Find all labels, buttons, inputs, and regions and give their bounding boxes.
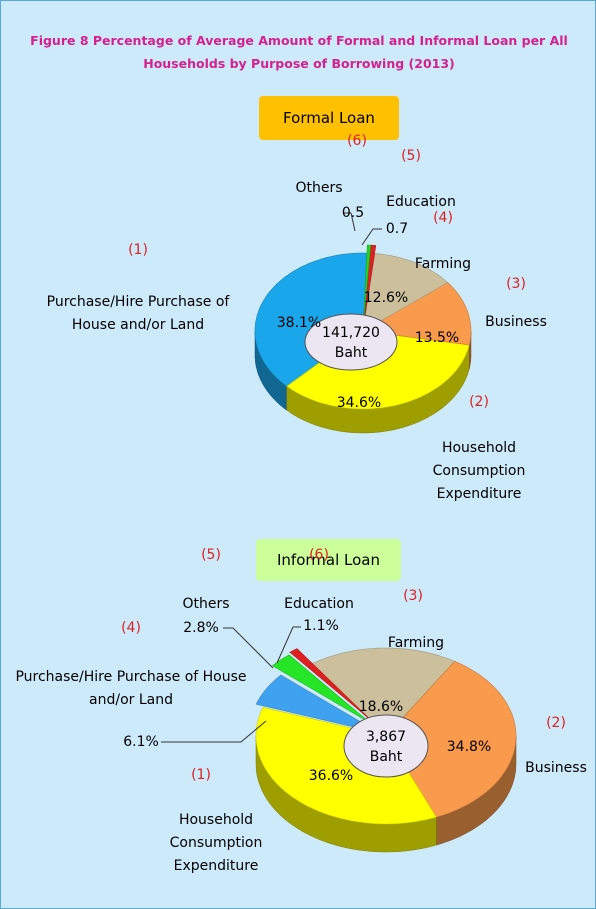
category-name: Purchase/Hire Purchase of House and/or L… xyxy=(46,294,230,333)
slice-top xyxy=(255,707,437,825)
value-label: 0.7 xyxy=(385,221,409,237)
category-name: Business xyxy=(485,314,547,330)
category-number: (3) xyxy=(403,588,423,604)
category-number: (1) xyxy=(128,242,148,258)
slice-top xyxy=(363,244,372,324)
category-number: (2) xyxy=(546,715,566,731)
pie-slice xyxy=(286,330,470,434)
slice-top xyxy=(255,674,380,734)
pie-slice xyxy=(362,253,449,332)
pie-slice xyxy=(254,252,368,411)
leader-line xyxy=(344,212,356,232)
slice-top xyxy=(254,252,368,387)
pie-slice xyxy=(255,707,437,853)
pie-slice xyxy=(271,654,371,724)
center-unit: Baht xyxy=(335,345,368,361)
slice-top xyxy=(363,244,377,324)
value-label: 0.5 xyxy=(341,205,365,221)
value-label: 34.6% xyxy=(336,395,382,411)
pie-slice xyxy=(310,647,456,737)
slice-top xyxy=(385,660,517,818)
category-name: Purchase/Hire Purchase of House and/or L… xyxy=(15,669,247,708)
category-number: (5) xyxy=(401,148,421,164)
category-name: Education xyxy=(386,194,456,210)
category-number: (6) xyxy=(309,547,329,563)
slice-top xyxy=(286,330,470,410)
value-label: 12.6% xyxy=(363,290,409,306)
value-label: 6.1% xyxy=(123,734,159,750)
slice-top xyxy=(289,648,372,721)
category-name: Farming xyxy=(414,256,472,272)
leader-line xyxy=(161,720,267,743)
category-number: (5) xyxy=(201,547,221,563)
value-label: 36.6% xyxy=(308,768,354,784)
center-badge xyxy=(343,714,429,778)
category-name: Others xyxy=(182,596,230,612)
category-number: (6) xyxy=(347,133,367,149)
leader-line xyxy=(276,626,301,664)
category-number: (2) xyxy=(469,394,489,410)
value-label: 18.6% xyxy=(358,699,404,715)
category-name: Farming xyxy=(387,635,445,651)
leader-line xyxy=(223,627,274,669)
category-name: Business xyxy=(525,760,587,776)
value-label: 1.1% xyxy=(303,618,339,634)
category-number: (4) xyxy=(121,620,141,636)
pie-slice xyxy=(289,648,372,721)
category-number: (3) xyxy=(506,276,526,292)
center-value: 141,720 xyxy=(322,325,380,341)
pie-slice xyxy=(363,244,372,324)
slice-top xyxy=(271,654,371,724)
slice-top xyxy=(310,647,456,737)
center-value: 3,867 xyxy=(366,729,406,745)
category-name: Household Consumption Expenditure xyxy=(169,812,263,874)
value-label: 34.8% xyxy=(446,739,492,755)
value-label: 38.1% xyxy=(276,315,322,331)
category-name: Household Consumption Expenditure xyxy=(432,440,526,502)
leader-line xyxy=(361,228,382,246)
category-name: Education xyxy=(284,596,354,612)
category-number: (1) xyxy=(191,767,211,783)
slice-top xyxy=(362,253,449,332)
center-badge xyxy=(304,313,398,371)
pie-slice xyxy=(363,244,377,324)
pie-slice xyxy=(255,674,380,734)
chart-heading: Formal Loan xyxy=(259,96,399,140)
figure-title: Figure 8 Percentage of Average Amount of… xyxy=(30,33,568,71)
chart-heading: Informal Loan xyxy=(256,539,401,581)
value-label: 2.8% xyxy=(183,620,219,636)
value-label: 13.5% xyxy=(414,330,460,346)
center-unit: Baht xyxy=(370,749,403,765)
category-name: Others xyxy=(295,180,343,196)
category-number: (4) xyxy=(433,210,453,226)
